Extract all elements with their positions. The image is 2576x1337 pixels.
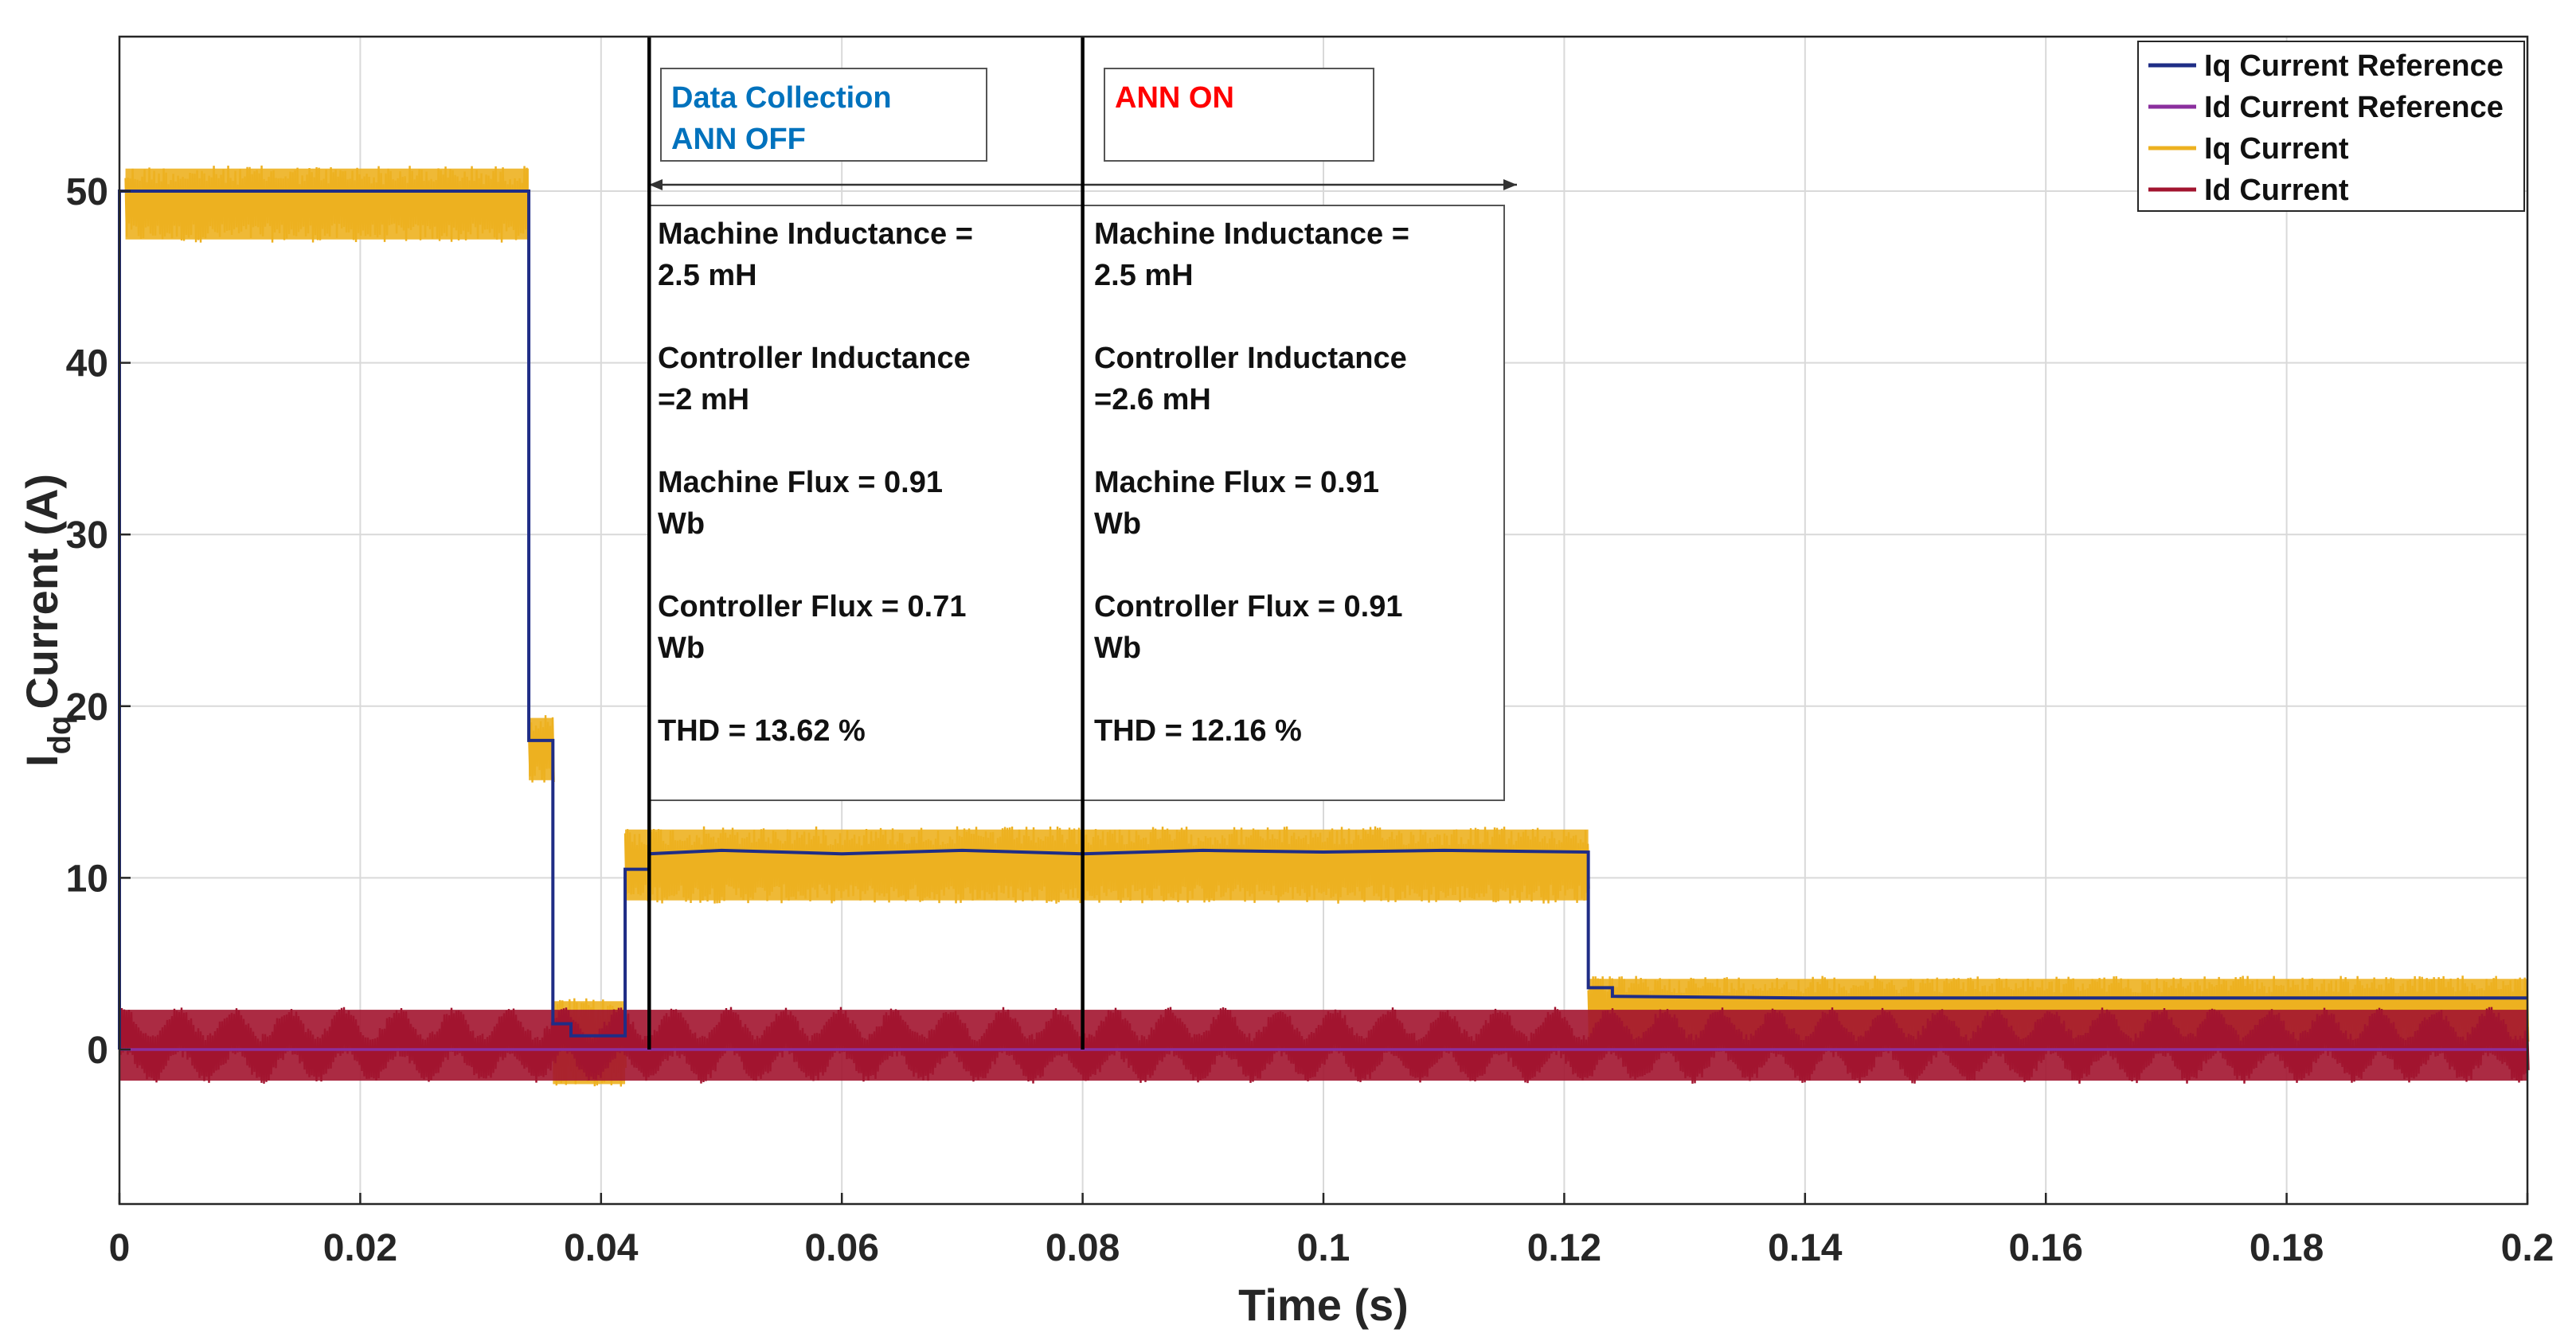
iq-current-trace xyxy=(623,826,1590,904)
legend-box xyxy=(2137,41,2525,212)
parameter-line: Machine Flux = 0.91 xyxy=(658,466,943,499)
parameter-line: THD = 12.16 % xyxy=(1094,714,1302,748)
parameter-line: 2.5 mH xyxy=(1094,259,1194,292)
y-axis-label: Idq Current (A) xyxy=(17,474,77,767)
parameter-line: Wb xyxy=(1094,507,1141,541)
parameter-line: Machine Flux = 0.91 xyxy=(1094,466,1379,499)
legend-label-id: Id Current xyxy=(2204,174,2349,207)
parameter-line: Machine Inductance = xyxy=(658,217,973,251)
x-tick-label: 0.02 xyxy=(323,1227,397,1269)
x-tick-label: 0.18 xyxy=(2250,1227,2324,1269)
parameter-line: =2.6 mH xyxy=(1094,383,1211,416)
x-tick-label: 0.04 xyxy=(564,1227,639,1269)
parameter-line: Controller Inductance xyxy=(1094,342,1407,375)
y-tick-label: 30 xyxy=(66,514,108,557)
annotation-ann-off-line1: Data Collection xyxy=(671,81,892,115)
parameter-line: Wb xyxy=(658,507,705,541)
parameter-line: THD = 13.62 % xyxy=(658,714,866,748)
parameter-line: Wb xyxy=(1094,631,1141,665)
legend-label-iq: Iq Current xyxy=(2204,132,2349,166)
x-tick-label: 0 xyxy=(109,1227,131,1269)
y-tick-label: 40 xyxy=(66,343,108,385)
annotation-ann-off-line2: ANN OFF xyxy=(671,123,806,156)
annotation-ann-on-line1: ANN ON xyxy=(1115,81,1234,115)
parameters-ann-on: Machine Inductance = 2.5 mH Controller Ind… xyxy=(1094,217,1409,748)
parameter-line: Wb xyxy=(658,631,705,665)
iq-current-trace xyxy=(527,715,555,783)
parameter-line: 2.5 mH xyxy=(658,259,757,292)
y-axis-label-sub: dq xyxy=(42,716,77,755)
parameters-ann-off: Machine Inductance = 2.5 mH Controller Ind… xyxy=(658,217,973,748)
iq-current-trace xyxy=(124,165,530,243)
y-tick-label: 0 xyxy=(87,1030,108,1072)
parameter-line: Controller Inductance xyxy=(658,342,971,375)
legend-label-iq-ref: Iq Current Reference xyxy=(2204,49,2504,83)
x-tick-label: 0.1 xyxy=(1297,1227,1351,1269)
y-axis-label-main: I xyxy=(17,754,67,767)
annotation-box-ann-off xyxy=(660,68,987,162)
parameter-line: =2 mH xyxy=(658,383,749,416)
y-axis-label-rest: Current (A) xyxy=(17,474,67,710)
id-current-trace xyxy=(118,1007,2530,1084)
iq-current-reference-line xyxy=(118,190,2527,1050)
y-tick-label: 50 xyxy=(66,171,108,213)
id-current-series xyxy=(118,1007,2530,1084)
reference-series xyxy=(118,190,2527,1051)
parameter-line: Controller Flux = 0.91 xyxy=(1094,590,1403,624)
x-tick-label: 0.06 xyxy=(804,1227,878,1269)
x-tick-label: 0.16 xyxy=(2008,1227,2082,1269)
x-tick-label: 0.2 xyxy=(2501,1227,2555,1269)
legend: Iq Current Reference Id Current Referenc… xyxy=(2137,41,2525,212)
x-tick-label: 0.12 xyxy=(1527,1227,1601,1269)
x-tick-label: 0.14 xyxy=(1768,1227,1843,1269)
parameter-line: Machine Inductance = xyxy=(1094,217,1409,251)
axis-ticks: 0 0.02 0.04 0.06 0.08 0.1 0.12 0.14 0.16 0.18 0.2 0… xyxy=(66,171,2555,1269)
annotation-box-ann-on xyxy=(1104,68,1374,162)
y-tick-label: 10 xyxy=(66,858,108,900)
parameters-box xyxy=(648,205,1505,801)
phase-marker-lines xyxy=(647,37,1085,1050)
x-tick-label: 0.08 xyxy=(1046,1227,1120,1269)
parameter-line: Controller Flux = 0.71 xyxy=(658,590,967,624)
y-tick-label: 20 xyxy=(66,686,108,729)
legend-label-id-ref: Id Current Reference xyxy=(2204,91,2504,124)
x-axis-label: Time (s) xyxy=(1238,1280,1409,1330)
